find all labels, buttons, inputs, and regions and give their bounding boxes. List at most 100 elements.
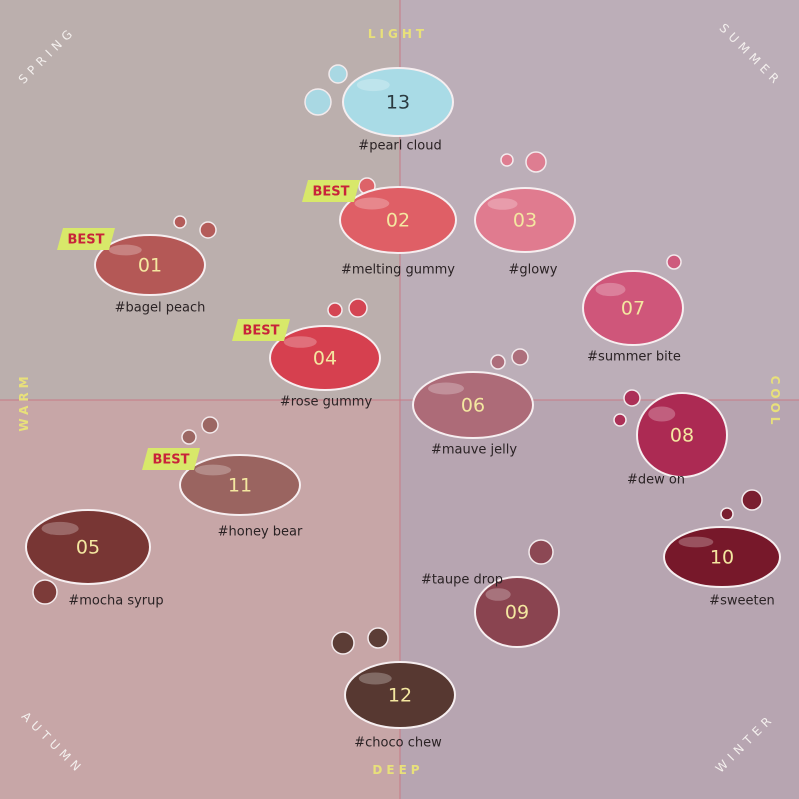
swatch-name: #mocha syrup xyxy=(68,594,163,609)
swatch-number: 09 xyxy=(505,602,529,624)
swatch-number: 06 xyxy=(461,395,485,417)
swatch: 02 #melting gummy BEST xyxy=(302,177,457,278)
droplet xyxy=(327,302,343,318)
swatch: 12 #choco chew xyxy=(331,627,456,751)
highlight xyxy=(195,464,231,476)
swatch-number: 01 xyxy=(138,255,162,277)
highlight xyxy=(356,78,390,92)
badge-label: BEST xyxy=(152,453,189,468)
axis-label: COOL xyxy=(768,376,782,429)
swatch-name: #taupe drop xyxy=(421,573,503,588)
swatch-number: 10 xyxy=(710,547,734,569)
axis-label: LIGHT xyxy=(368,27,428,41)
swatch: 10 #sweeten xyxy=(663,489,781,609)
blob xyxy=(339,186,457,254)
blob xyxy=(344,661,456,729)
swatch-number: 08 xyxy=(670,425,694,447)
blob xyxy=(663,526,781,588)
highlight xyxy=(283,336,317,348)
badge-label: BEST xyxy=(312,185,349,200)
swatch-name: #mauve jelly xyxy=(431,443,517,458)
swatch-number: 02 xyxy=(386,210,410,232)
swatch-number: 11 xyxy=(228,475,252,497)
swatch: 03 #glowy xyxy=(474,151,576,278)
highlight xyxy=(648,406,676,422)
droplet xyxy=(741,489,763,511)
blob xyxy=(25,509,151,585)
swatch-name: #honey bear xyxy=(218,525,303,540)
droplet xyxy=(613,413,627,427)
swatch-name: #summer bite xyxy=(587,350,681,365)
swatch: 11 #honey bear BEST xyxy=(142,416,303,540)
swatch-number: 04 xyxy=(313,348,337,370)
axis-label: DEEP xyxy=(372,763,423,777)
badge-bg xyxy=(57,228,115,250)
droplet xyxy=(528,539,554,565)
badge-label: BEST xyxy=(242,324,279,339)
droplet xyxy=(201,416,219,434)
droplet xyxy=(500,153,514,167)
badge-bg xyxy=(232,319,290,341)
droplet xyxy=(490,354,506,370)
blob xyxy=(474,187,576,253)
swatch: 13 #pearl cloud xyxy=(304,64,454,154)
droplet xyxy=(511,348,529,366)
blob xyxy=(412,371,534,439)
droplet xyxy=(348,298,368,318)
droplet xyxy=(331,631,355,655)
highlight xyxy=(678,536,714,548)
swatch-name: #dew on xyxy=(627,473,685,488)
highlight xyxy=(108,244,142,256)
swatch: 07 #summer bite xyxy=(582,254,684,365)
swatch-number: 12 xyxy=(388,685,412,707)
blob xyxy=(582,270,684,346)
swatch-name: #bagel peach xyxy=(115,301,206,316)
highlight xyxy=(358,672,392,685)
swatch-name: #choco chew xyxy=(354,736,442,751)
blob xyxy=(636,392,728,478)
blob xyxy=(269,325,381,391)
highlight xyxy=(41,521,79,536)
droplet xyxy=(623,389,641,407)
blob xyxy=(179,454,301,516)
highlight xyxy=(595,282,626,297)
blob xyxy=(342,67,454,137)
droplet xyxy=(181,429,197,445)
droplet xyxy=(720,507,734,521)
droplet xyxy=(525,151,547,173)
swatch: 08 #dew on xyxy=(613,389,728,488)
highlight xyxy=(487,198,518,210)
swatch-name: #glowy xyxy=(508,263,557,278)
quadrant xyxy=(400,0,799,400)
droplet xyxy=(173,215,187,229)
badge-bg xyxy=(302,180,360,202)
blob xyxy=(474,576,560,648)
highlight xyxy=(428,382,464,395)
droplet xyxy=(328,64,348,84)
droplet xyxy=(304,88,332,116)
badge-label: BEST xyxy=(67,233,104,248)
axis-label: WARM xyxy=(17,372,31,431)
quadrant xyxy=(400,400,799,799)
swatch: 01 #bagel peach BEST xyxy=(57,215,217,316)
swatch-number: 03 xyxy=(513,210,537,232)
blob xyxy=(94,234,206,296)
swatch-name: #sweeten xyxy=(709,594,775,609)
swatch: 09#taupe drop xyxy=(421,539,560,648)
droplet xyxy=(32,579,58,605)
badge-bg xyxy=(142,448,200,470)
swatch-name: #melting gummy xyxy=(341,263,455,278)
droplet xyxy=(666,254,682,270)
swatch-number: 05 xyxy=(76,537,100,559)
swatch-name: #pearl cloud xyxy=(358,139,441,154)
swatch-number: 13 xyxy=(386,92,410,114)
swatch-name: #rose gummy xyxy=(280,395,373,410)
swatch: 04 #rose gummy BEST xyxy=(232,298,381,410)
highlight xyxy=(354,197,390,210)
highlight xyxy=(485,588,511,601)
swatch-number: 07 xyxy=(621,298,645,320)
swatch: 06 #mauve jelly xyxy=(412,348,534,458)
droplet xyxy=(367,627,389,649)
swatch: 05 #mocha syrup xyxy=(25,509,164,609)
